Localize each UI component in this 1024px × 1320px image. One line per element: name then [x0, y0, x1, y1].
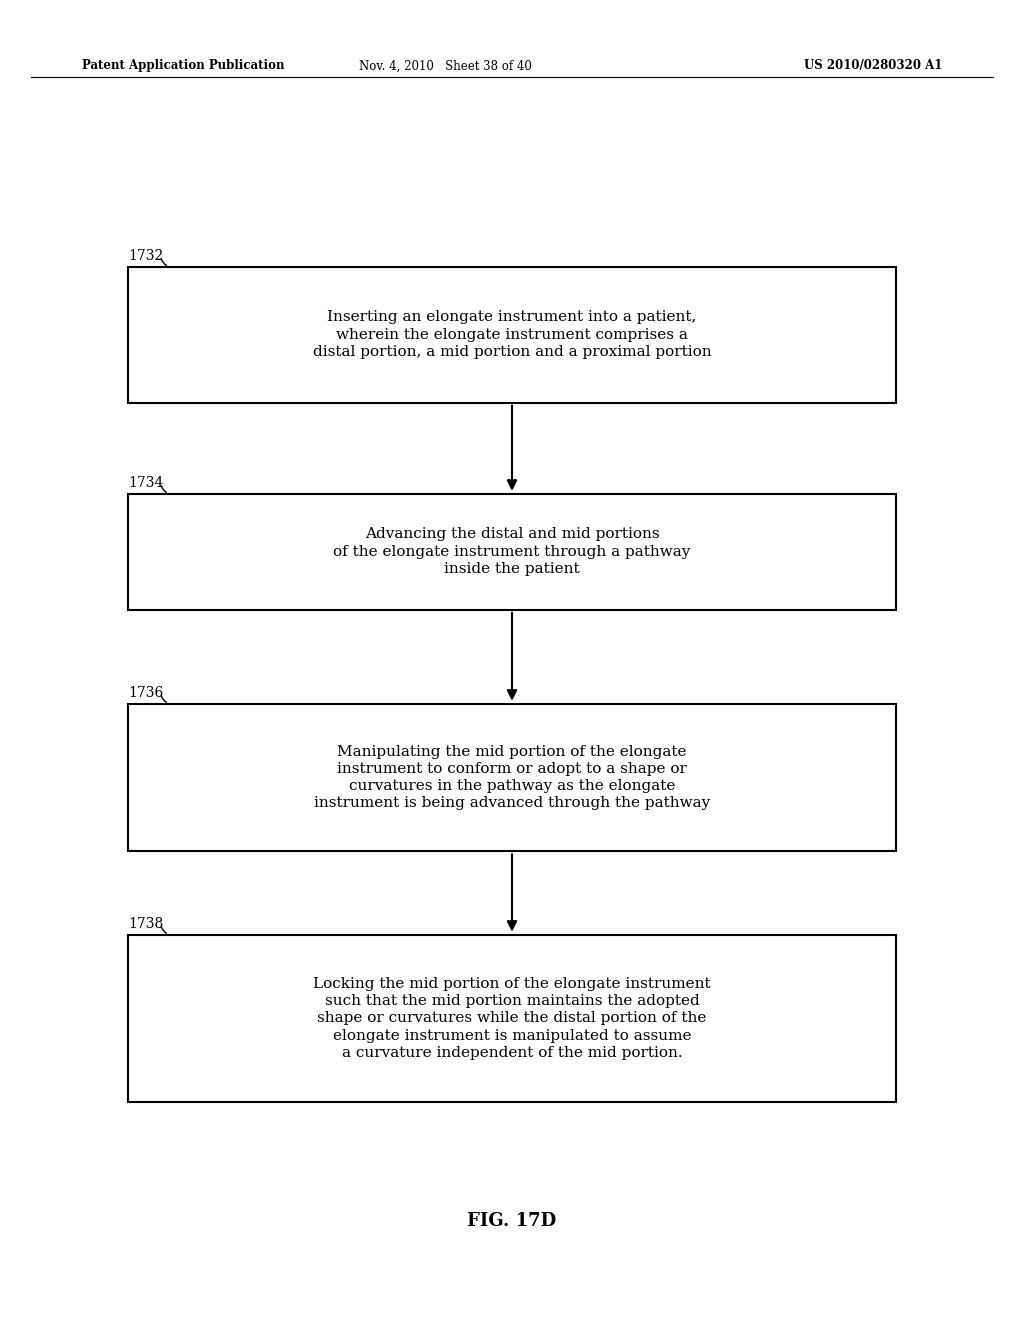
Text: FIG. 17D: FIG. 17D [467, 1212, 557, 1230]
Text: 1738: 1738 [128, 916, 163, 931]
Bar [128, 494, 896, 610]
Text: Patent Application Publication: Patent Application Publication [82, 59, 285, 73]
Text: 1736: 1736 [128, 685, 163, 700]
Text: Advancing the distal and mid portions
of the elongate instrument through a pathw: Advancing the distal and mid portions of… [334, 528, 690, 576]
Text: 1734: 1734 [128, 475, 164, 490]
Text: Locking the mid portion of the elongate instrument
such that the mid portion mai: Locking the mid portion of the elongate … [313, 977, 711, 1060]
Text: Nov. 4, 2010   Sheet 38 of 40: Nov. 4, 2010 Sheet 38 of 40 [359, 59, 531, 73]
Text: US 2010/0280320 A1: US 2010/0280320 A1 [804, 59, 942, 73]
Text: 1732: 1732 [128, 248, 163, 263]
Text: Inserting an elongate instrument into a patient,
wherein the elongate instrument: Inserting an elongate instrument into a … [312, 310, 712, 359]
Bar [128, 267, 896, 403]
Bar [128, 704, 896, 851]
Text: Manipulating the mid portion of the elongate
instrument to conform or adopt to a: Manipulating the mid portion of the elon… [314, 744, 710, 810]
Bar [128, 935, 896, 1102]
